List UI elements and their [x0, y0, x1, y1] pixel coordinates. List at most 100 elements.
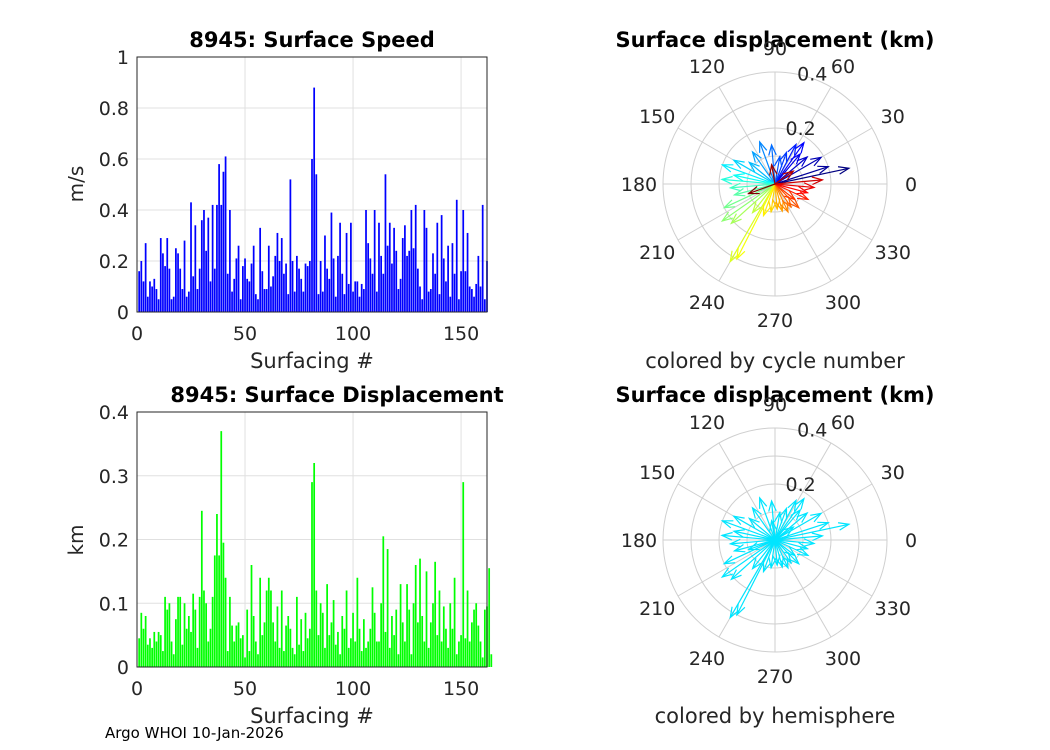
displacement-bar: [468, 641, 471, 667]
speed-bar: [419, 286, 421, 312]
displacement-bar: [200, 510, 203, 667]
speed-bar: [287, 294, 290, 312]
polar-cycle-vector: [771, 164, 776, 185]
speed-bar: [356, 281, 359, 312]
speed-bar: [330, 212, 333, 312]
speed-bar: [360, 283, 363, 312]
polar-cycle-vector: [723, 183, 776, 209]
displacement-bar: [222, 542, 225, 667]
displacement-bar: [339, 654, 341, 667]
displacement-bar: [207, 641, 210, 667]
polar-cycle-arrowhead: [796, 185, 810, 195]
displacement-bar: [218, 555, 220, 667]
polar-cycle-arrowhead: [732, 173, 745, 182]
displacement-bar: [138, 638, 141, 667]
displacement-bar: [460, 635, 462, 667]
speed-ytick-label: 0.8: [99, 98, 129, 120]
polar-cycle-vector: [770, 183, 776, 212]
polar-hemisphere-vector: [759, 497, 776, 541]
polar-hemisphere-arrowhead: [768, 499, 777, 512]
polar-hemisphere-angle-label: 180: [621, 530, 657, 552]
polar-hemisphere-vector: [748, 517, 776, 541]
displacement-bar: [371, 587, 374, 667]
polar-chart-hemisphere: Surface displacement (km) 0 30 60 90 120 150 1…: [615, 383, 934, 728]
speed-bar: [177, 253, 179, 312]
polar-hemisphere-arrowhead: [771, 554, 781, 567]
speed-bar: [304, 263, 307, 312]
speed-xtick-label: 50: [233, 323, 257, 345]
speed-bar: [432, 253, 434, 312]
displacement-bar: [425, 571, 428, 667]
polar-cycle-arrowhead: [782, 170, 795, 181]
displacement-bar: [341, 616, 344, 667]
speed-bar: [475, 283, 478, 312]
polar-cycle-angle-label: 210: [639, 242, 675, 264]
displacement-bar: [321, 612, 324, 667]
displacement-bar: [276, 606, 279, 667]
displacement-bar: [354, 641, 357, 667]
displacement-bar: [224, 577, 227, 667]
polar-cycle-vector: [722, 164, 776, 185]
speed-bar: [164, 266, 166, 312]
displacement-bar: [274, 641, 277, 667]
polar-hemisphere-spoke: [774, 442, 832, 541]
polar-hemisphere-grid: [662, 427, 888, 653]
speed-bar: [468, 286, 471, 312]
polar-cycle-arrowhead: [747, 186, 760, 195]
displacement-bar: [332, 600, 335, 667]
speed-bar: [242, 266, 244, 312]
polar-cycle-spoke: [774, 183, 873, 241]
speed-ytick-label: 0: [117, 302, 129, 324]
displacement-bar: [267, 577, 270, 667]
speed-bar: [455, 199, 458, 312]
polar-cycle-vector: [774, 142, 805, 185]
speed-bar: [179, 268, 182, 312]
displacement-bar: [408, 609, 411, 667]
polar-hemisphere-arrowhead: [720, 531, 733, 541]
displacement-bar: [179, 596, 182, 667]
displacement-bar: [343, 628, 346, 667]
displacement-bar: [427, 647, 430, 667]
polar-hemisphere-vector: [722, 520, 776, 541]
polar-hemisphere-vector: [774, 539, 778, 566]
displacement-chart-ylabel: km: [64, 524, 88, 555]
speed-bar: [373, 210, 376, 312]
displacement-bar: [365, 647, 367, 667]
displacement-bar: [440, 641, 443, 667]
polar-cycle-vector: [774, 170, 794, 185]
displacement-bar: [378, 641, 380, 667]
speed-chart-frame: [136, 56, 488, 313]
polar-cycle-arrowhead: [759, 140, 768, 153]
polar-cycle-vector: [721, 183, 776, 222]
speed-bar: [272, 276, 274, 312]
polar-cycle-arrowhead: [768, 143, 777, 156]
speed-bar: [462, 210, 465, 312]
polar-cycle-arrowhead: [775, 200, 784, 213]
speed-bar: [447, 245, 449, 312]
displacement-bar: [306, 638, 309, 667]
displacement-bar: [479, 641, 482, 667]
polar-hemisphere-arrowhead: [788, 553, 800, 565]
displacement-bar: [272, 622, 274, 667]
speed-bar: [350, 222, 352, 312]
polar-cycle-title: Surface displacement (km): [615, 28, 934, 52]
displacement-bar: [382, 536, 385, 667]
polar-cycle-arrowhead: [720, 175, 733, 185]
speed-bar: [388, 222, 391, 312]
polar-hemisphere-arrowhead: [803, 538, 816, 547]
displacement-bar: [140, 612, 143, 667]
polar-cycle-arrowhead: [720, 164, 734, 173]
displacement-bar: [235, 625, 238, 667]
displacement-bar: [261, 635, 264, 667]
polar-cycle-angle-label: 150: [639, 106, 675, 128]
polar-cycle-vector: [774, 144, 797, 185]
displacement-bar: [213, 555, 216, 667]
polar-cycle-arrowhead: [732, 188, 746, 197]
speed-bar: [479, 286, 482, 312]
displacement-bar: [149, 638, 151, 667]
speed-bar: [371, 273, 374, 312]
displacement-bar: [445, 628, 447, 667]
polar-cycle-vector: [774, 183, 789, 213]
speed-ytick-label: 0.2: [99, 251, 129, 273]
displacement-bar: [157, 631, 160, 667]
